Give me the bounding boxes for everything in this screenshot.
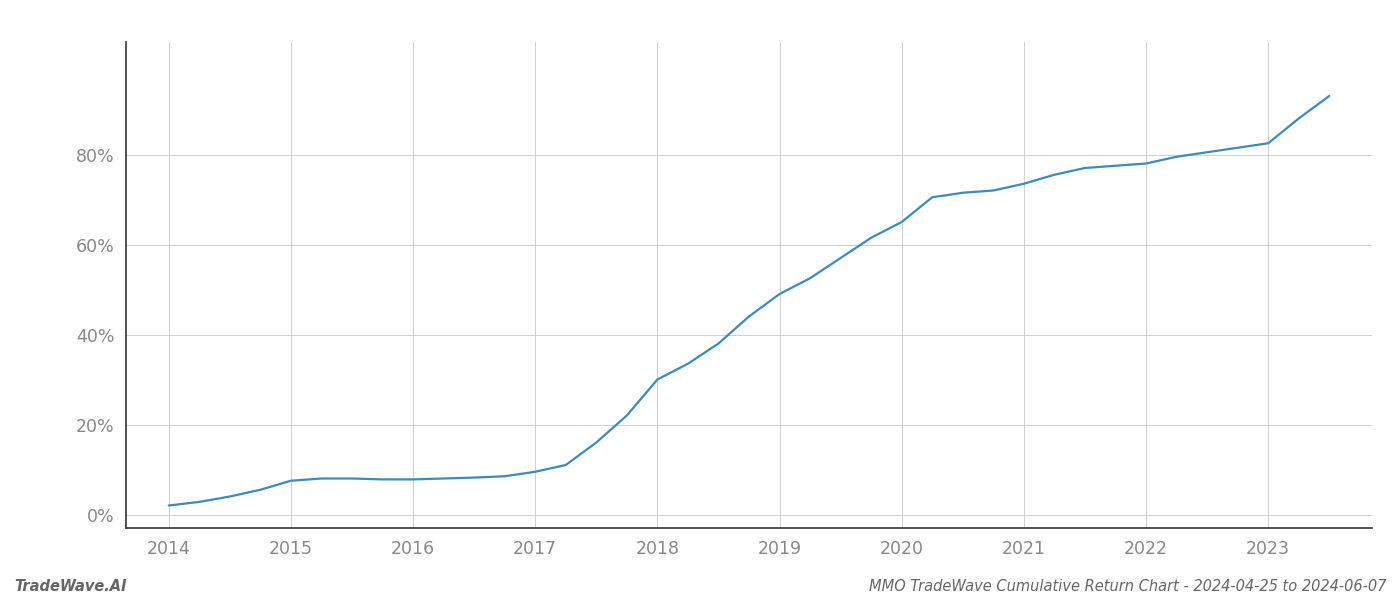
Text: TradeWave.AI: TradeWave.AI xyxy=(14,579,126,594)
Text: MMO TradeWave Cumulative Return Chart - 2024-04-25 to 2024-06-07: MMO TradeWave Cumulative Return Chart - … xyxy=(868,579,1386,594)
